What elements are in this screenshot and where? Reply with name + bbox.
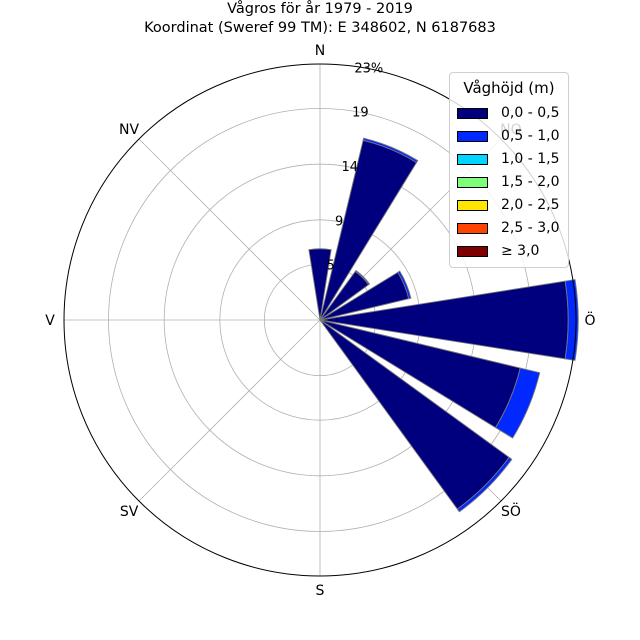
legend-label: 1,5 - 2,0	[501, 174, 560, 190]
legend-item: ≥ 3,0	[457, 241, 539, 261]
legend-item: 1,0 - 1,5	[457, 149, 559, 169]
legend-label: 1,0 - 1,5	[501, 151, 560, 167]
radial-tick-label: 14	[341, 160, 358, 175]
legend-swatch	[457, 222, 488, 234]
legend-title: Våghöjd (m)	[463, 79, 555, 97]
chart-title: Vågros för år 1979 - 2019	[227, 1, 413, 17]
direction-label: V	[45, 313, 55, 329]
legend-label: 0,0 - 0,5	[501, 105, 560, 121]
legend-item: 0,5 - 1,0	[457, 126, 559, 146]
grid-spoke	[138, 138, 321, 321]
legend-swatch	[457, 245, 488, 257]
direction-label: SÖ	[501, 502, 521, 520]
legend-swatch	[457, 176, 488, 188]
radial-tick-label: 5	[326, 258, 334, 273]
direction-label: NV	[119, 122, 139, 138]
direction-label: S	[316, 583, 325, 599]
legend: Våghöjd (m) 0,0 - 0,5 0,5 - 1,0 1,0 - 1,…	[449, 72, 569, 268]
legend-label: 2,0 - 2,5	[501, 197, 560, 213]
legend-label: 0,5 - 1,0	[501, 128, 560, 144]
grid-spoke	[138, 319, 321, 502]
radial-tick-label: 23%	[354, 62, 383, 77]
rose-bar	[397, 270, 412, 300]
legend-swatch	[457, 107, 488, 119]
legend-item: 2,0 - 2,5	[457, 195, 559, 215]
radial-tick-label: 19	[352, 105, 369, 120]
legend-item: 1,5 - 2,0	[457, 172, 559, 192]
rose-bar	[354, 269, 371, 286]
legend-item: 2,5 - 3,0	[457, 218, 559, 238]
legend-item: 0,0 - 0,5	[457, 103, 559, 123]
legend-swatch	[457, 130, 488, 142]
chart-subtitle: Koordinat (Sweref 99 TM): E 348602, N 61…	[144, 20, 496, 36]
legend-label: 2,5 - 3,0	[501, 220, 560, 236]
rose-bar	[456, 456, 513, 513]
direction-label: SV	[120, 504, 139, 520]
radial-tick-label: 9	[335, 215, 343, 230]
direction-label: Ö	[584, 311, 595, 329]
rose-bar	[362, 137, 419, 164]
rose-bar	[308, 248, 332, 321]
outer-circle	[63, 63, 577, 577]
rose-bar	[494, 367, 541, 439]
direction-label: N	[315, 43, 325, 59]
rose-bars	[308, 137, 579, 513]
legend-swatch	[457, 153, 488, 165]
legend-label: ≥ 3,0	[501, 243, 540, 259]
legend-swatch	[457, 199, 488, 211]
